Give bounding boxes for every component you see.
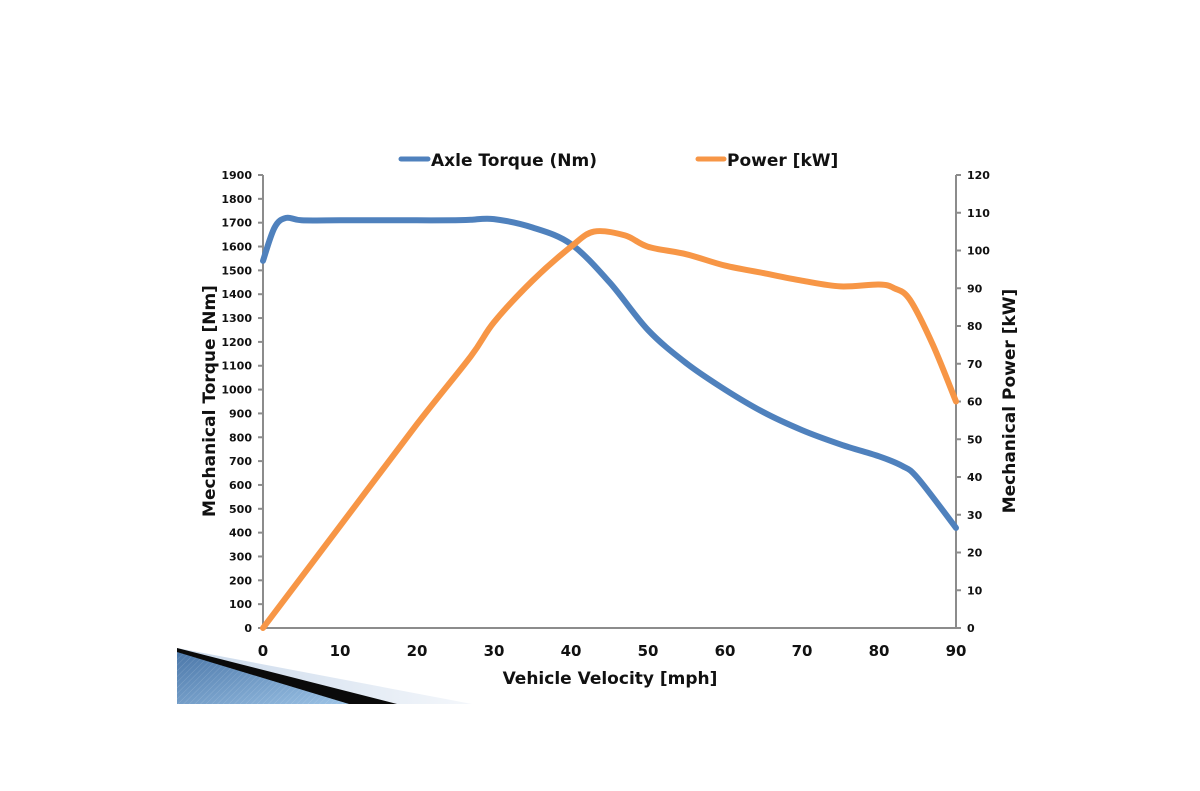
y-tick-label: 600 [229, 479, 252, 492]
y2-tick-label: 90 [967, 282, 983, 295]
y-tick-label: 1500 [221, 264, 252, 277]
y-tick-label: 800 [229, 431, 252, 444]
y-tick-label: 1700 [221, 217, 252, 230]
y2-tick-label: 30 [967, 509, 983, 522]
y-tick-label: 400 [229, 527, 252, 540]
y-tick-label: 1000 [221, 384, 252, 397]
y2-tick-label: 110 [967, 207, 990, 220]
y2-tick-label: 120 [967, 169, 990, 182]
y-tick-label: 1600 [221, 241, 252, 254]
y-tick-label: 300 [229, 550, 252, 563]
y-tick-label: 200 [229, 574, 252, 587]
legend-label-axle-torque: Axle Torque (Nm) [431, 151, 597, 171]
x-tick-label: 60 [715, 642, 736, 660]
left-ticks: 0 100 200 300 400 500 600 700 800 900 1000 1100 1200… [221, 169, 263, 635]
x-tick-label: 50 [638, 642, 659, 660]
y-tick-label: 100 [229, 598, 252, 611]
x-tick-label: 0 [258, 642, 268, 660]
series-line-axle-torque-nm [260, 214, 959, 531]
ribbon-hatch [177, 652, 349, 704]
y-tick-label: 700 [229, 455, 252, 468]
y2-tick-label: 100 [967, 245, 990, 258]
y-tick-label: 900 [229, 407, 252, 420]
x-ticks: 0 10 20 30 40 50 60 70 80 90 [258, 642, 967, 660]
y-tick-label: 1100 [221, 360, 252, 373]
y2-tick-label: 70 [967, 358, 983, 371]
y2-tick-label: 80 [967, 320, 983, 333]
y-axis-title: Mechanical Torque [Nm] [200, 285, 220, 517]
y-tick-label: 1900 [221, 169, 252, 182]
y-tick-label: 0 [244, 622, 252, 635]
x-tick-label: 70 [792, 642, 813, 660]
legend-label-power: Power [kW] [727, 151, 838, 171]
x-tick-label: 30 [484, 642, 505, 660]
y2-axis-title: Mechanical Power [kW] [1000, 289, 1020, 514]
y2-tick-label: 50 [967, 433, 983, 446]
y-tick-label: 1800 [221, 193, 252, 206]
right-ticks: 0 10 20 30 40 50 60 70 80 90 100 110 120 [956, 169, 990, 635]
legend: Axle Torque (Nm) Power [kW] [398, 151, 838, 171]
y2-tick-label: 40 [967, 471, 983, 484]
y2-tick-label: 0 [967, 622, 975, 635]
x-tick-label: 90 [946, 642, 967, 660]
series-layer [260, 214, 959, 631]
y-tick-label: 1200 [221, 336, 252, 349]
series-line-power-kw [260, 228, 959, 631]
y-tick-label: 500 [229, 503, 252, 516]
y2-tick-label: 60 [967, 396, 983, 409]
y2-tick-label: 20 [967, 547, 983, 560]
y-tick-label: 1300 [221, 312, 252, 325]
x-tick-label: 20 [407, 642, 428, 660]
x-tick-label: 80 [869, 642, 890, 660]
y2-tick-label: 10 [967, 584, 983, 597]
x-tick-label: 40 [561, 642, 582, 660]
x-tick-label: 10 [330, 642, 351, 660]
x-axis-title: Vehicle Velocity [mph] [503, 669, 718, 689]
decorative-slide-ribbon [177, 648, 472, 704]
axes [262, 175, 957, 629]
y-tick-label: 1400 [221, 288, 252, 301]
